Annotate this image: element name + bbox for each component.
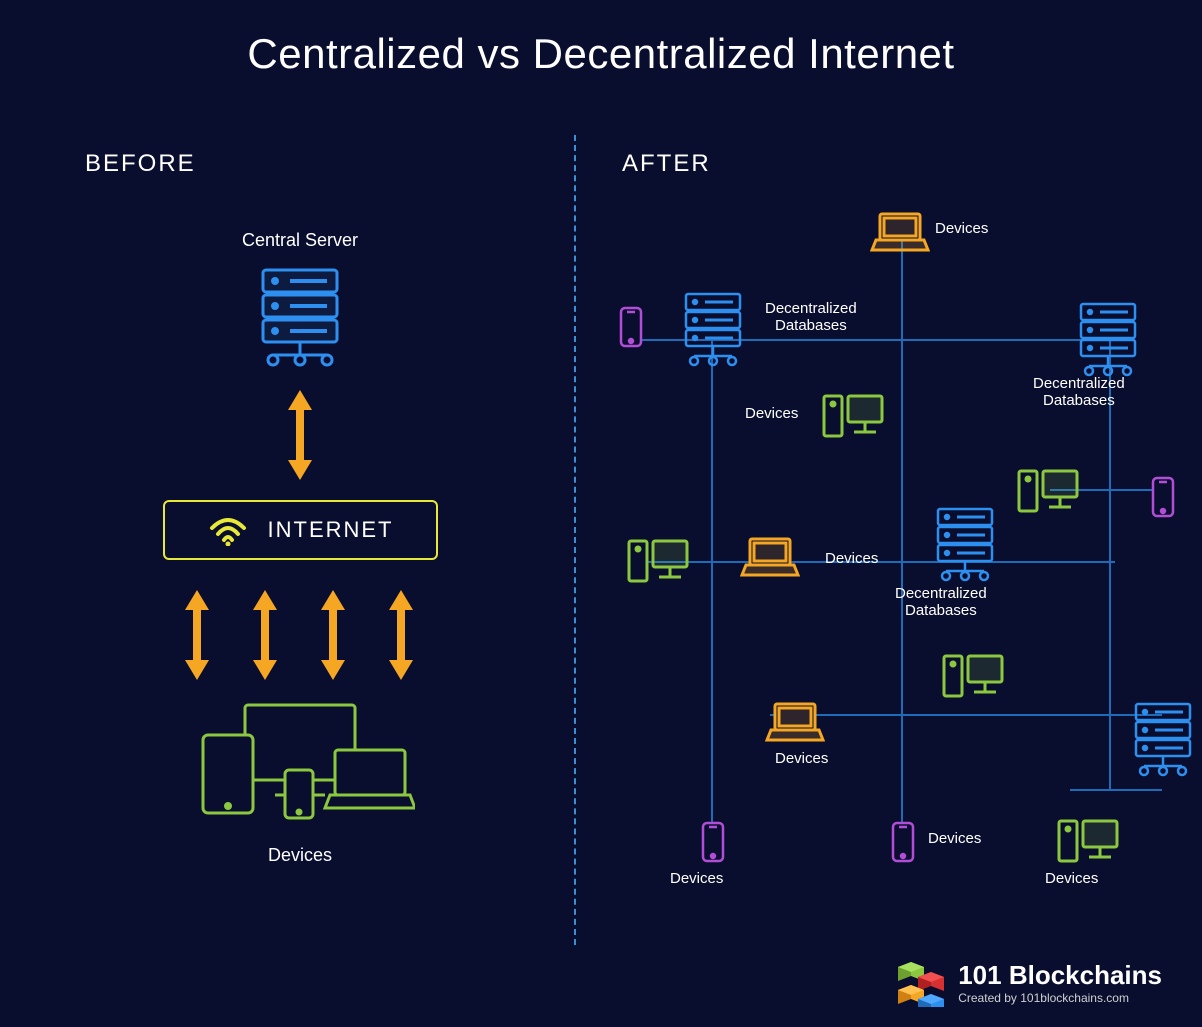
logo-cubes-icon [896, 957, 946, 1007]
phone-icon [890, 820, 916, 869]
server-icon [1130, 700, 1196, 785]
laptop-icon [870, 210, 930, 259]
desktop-icon [940, 650, 1006, 707]
phone-icon [618, 305, 644, 354]
node-label: Devices [825, 550, 878, 567]
phone-icon [1150, 475, 1176, 524]
logo-main-text: 101 Blockchains [958, 960, 1162, 991]
server-icon [1075, 300, 1141, 385]
node-label: Decentralized Databases [765, 300, 857, 334]
node-label: Devices [745, 405, 798, 422]
logo-sub-text: Created by 101blockchains.com [958, 991, 1129, 1005]
node-label: Devices [670, 870, 723, 887]
phone-icon [700, 820, 726, 869]
brand-logo: 101 Blockchains Created by 101blockchain… [896, 957, 1162, 1007]
node-label: Devices [928, 830, 981, 847]
node-label: Devices [1045, 870, 1098, 887]
laptop-icon [765, 700, 825, 749]
desktop-icon [1055, 815, 1121, 872]
desktop-icon [1015, 465, 1081, 522]
server-icon [680, 290, 746, 375]
desktop-icon [820, 390, 886, 447]
desktop-icon [625, 535, 691, 592]
node-label: Devices [935, 220, 988, 237]
server-icon [932, 505, 998, 590]
node-label: Decentralized Databases [895, 585, 987, 619]
node-label: Devices [775, 750, 828, 767]
node-label: Decentralized Databases [1033, 375, 1125, 409]
laptop-icon [740, 535, 800, 584]
